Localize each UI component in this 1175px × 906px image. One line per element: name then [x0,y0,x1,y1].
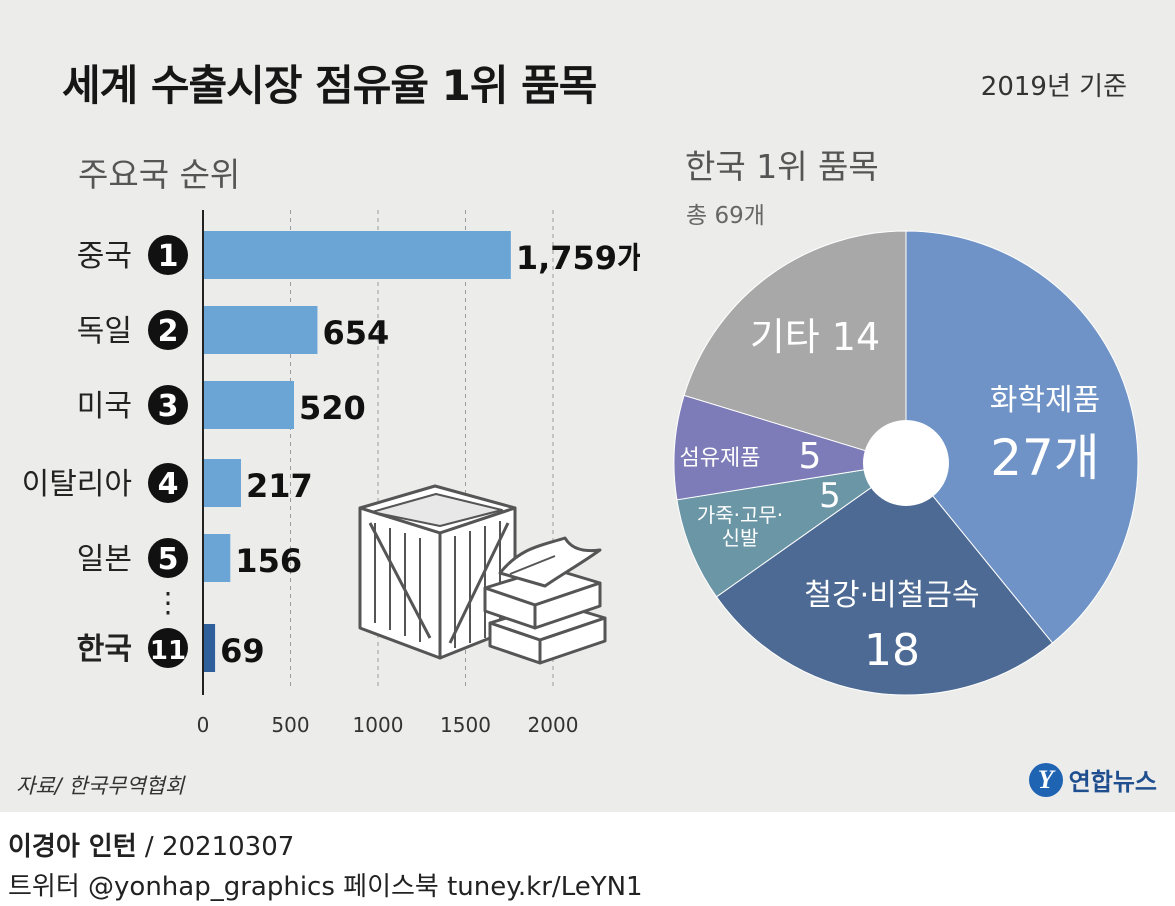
slice-value: 5 [799,436,822,477]
pie-chart-heading: 한국 1위 품목 [685,147,879,186]
slice-value: 27개 [990,429,1100,487]
logo-mark: Y [1028,762,1063,797]
social-links: 트위터 @yonhap_graphics 페이스북 tuney.kr/LeYN1 [8,872,643,902]
bar-2 [203,306,318,354]
rank-number: 1 [158,239,179,274]
rank-badge [148,628,188,668]
pie-slice-4 [673,394,907,501]
bar-value-label: 69 [220,632,265,670]
rank-number: 3 [158,389,179,424]
pie-slice-5 [683,230,907,464]
x-tick-label: 2000 [528,713,579,737]
slice-label: 신발 [722,526,759,550]
rank-badge [148,235,188,275]
slice-label: 화학제품 [990,383,1100,418]
pie-slice-3 [676,462,907,598]
bar-chart: 1,759개 1 중국 654 2 독일 520 3 미국 217 4 이탈리아 156 5 일본 69 11 한… [22,210,640,737]
category-label: 중국 [77,239,132,274]
bar-5 [203,534,231,582]
bar-value-label: 1,759개 [516,239,640,277]
category-label: 미국 [77,389,132,424]
bar-value-label: 520 [299,389,366,427]
slice-label: 가죽·고무· [697,503,783,527]
rank-number: 2 [158,314,179,349]
bar-3 [203,381,294,429]
basis-year: 2019년 기준 [980,72,1127,102]
money-stack-icon [483,536,607,665]
x-tick-label: 0 [197,713,210,737]
category-label: 한국 [77,632,132,667]
rank-badge [148,385,188,425]
donut-hole [863,420,949,506]
slice-label: 철강·비철금속 [804,578,979,613]
bar-value-label: 654 [322,314,389,352]
rank-badge [148,463,188,503]
rank-badge [148,538,188,578]
crate-icon [358,484,517,660]
slice-label: 섬유제품 [680,446,761,471]
x-tick-label: 1000 [353,713,404,737]
bar-6 [203,624,216,672]
pie-slice-2 [715,462,1054,696]
bar-value-label: 217 [246,467,313,505]
bar-chart-heading: 주요국 순위 [78,155,241,194]
rank-number: 4 [158,467,179,502]
page-title: 세계 수출시장 점유율 1위 품목 [62,61,597,110]
pie-chart-total: 총 69개 [686,203,765,229]
category-label: 독일 [77,314,132,349]
category-label: 일본 [77,542,132,577]
credit-line: 이경아 인턴 / 20210307 [8,826,294,863]
slice-value: 18 [864,625,920,676]
rank-number: 5 [158,542,179,577]
slice-label: 기타 14 [750,315,880,359]
bar-1 [203,231,511,279]
pie-slice-1 [905,230,1139,644]
bar-4 [203,459,241,507]
yonhap-logo: Y 연합뉴스 [1028,762,1157,797]
slice-value: 5 [819,476,841,516]
bar-value-label: 156 [235,542,302,580]
x-tick-label: 1500 [440,713,491,737]
rank-number: 11 [150,636,186,666]
crate-and-money-illustration [358,484,607,665]
rank-ellipsis: ⋮ [154,586,182,619]
rank-badge [148,310,188,350]
logo-text: 연합뉴스 [1068,768,1157,796]
source-note: 자료/ 한국무역협회 [16,774,185,798]
credit-name: 이경아 인턴 [8,832,137,862]
credit-date: / 20210307 [136,832,295,862]
x-tick-label: 500 [271,713,309,737]
category-label: 이탈리아 [22,467,132,502]
